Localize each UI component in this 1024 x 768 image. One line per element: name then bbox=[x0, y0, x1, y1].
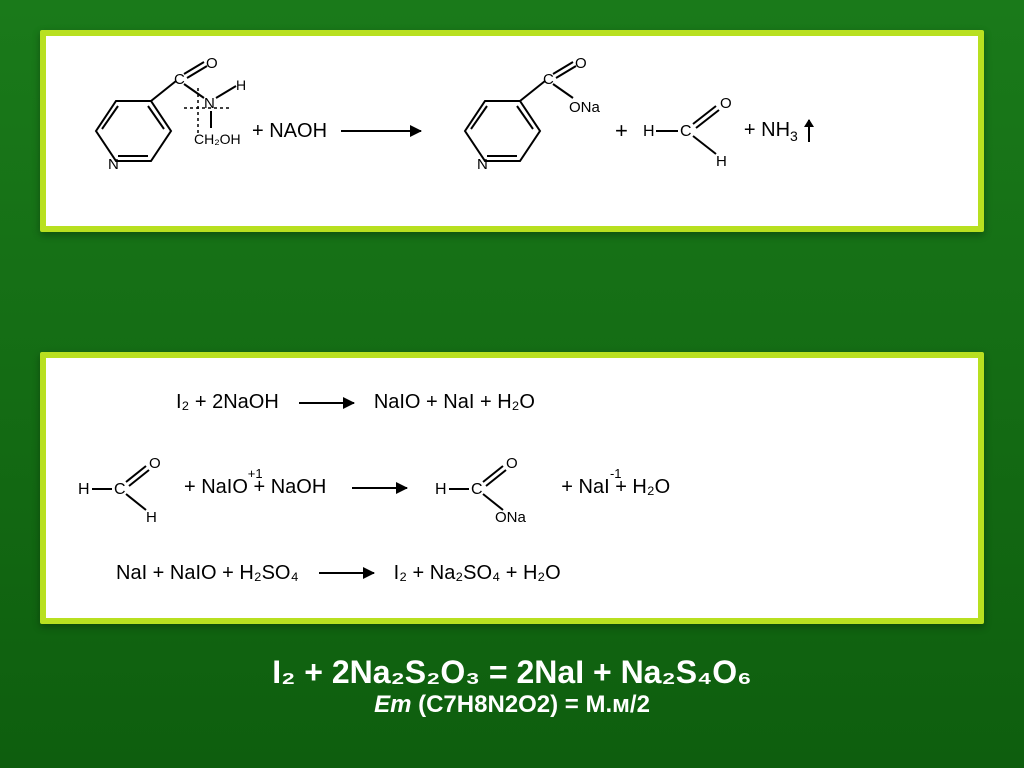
molecule-formaldehyde: H C O H bbox=[638, 86, 738, 176]
svg-text:H: H bbox=[146, 509, 157, 525]
svg-text:H: H bbox=[435, 481, 447, 498]
molecule-sodium-nicotinate: N C O ONa bbox=[435, 56, 605, 206]
svg-text:C: C bbox=[680, 123, 692, 140]
charge-minus1: -1 bbox=[610, 466, 622, 481]
plus-naoh-label: + NAOH bbox=[252, 120, 327, 143]
top-reaction-row: N C O N H bbox=[66, 56, 958, 206]
svg-text:ONa: ONa bbox=[569, 99, 601, 116]
bottom-eq-line2: Em (C7H8N2O2) = M.м/2 bbox=[40, 691, 984, 719]
svg-text:N: N bbox=[477, 156, 488, 173]
arrow-icon bbox=[341, 130, 421, 132]
svg-text:C: C bbox=[174, 71, 185, 88]
equation-row-3: NaI + NaIO + H₂SO₄ I₂ + Na₂SO₄ + H₂O bbox=[76, 562, 948, 585]
em-label: Em bbox=[374, 691, 411, 718]
bottom-eq-line1: I₂ + 2Na₂S₂O₃ = 2NaI + Na₂S₄O₆ bbox=[40, 654, 984, 691]
eq1-left: I₂ + 2NaOH bbox=[176, 391, 279, 414]
nh3-text: + NH bbox=[744, 119, 790, 141]
svg-text:C: C bbox=[114, 481, 126, 498]
arrow-icon bbox=[299, 402, 354, 404]
bottom-equation-block: I₂ + 2Na₂S₂O₃ = 2NaI + Na₂S₄O₆ Em (C7H8N… bbox=[40, 654, 984, 719]
plus-sign: + bbox=[615, 118, 628, 144]
svg-text:H: H bbox=[643, 123, 655, 140]
eq3-right: I₂ + Na₂SO₄ + H₂O bbox=[394, 562, 561, 585]
svg-text:N: N bbox=[204, 95, 215, 112]
svg-text:ONa: ONa bbox=[495, 509, 527, 525]
slide-root: N C O N H bbox=[0, 0, 1024, 768]
svg-text:O: O bbox=[720, 95, 732, 112]
gas-uparrow-icon bbox=[808, 120, 810, 142]
equation-row-2: H C O H +1 + NaIO + NaOH H bbox=[76, 450, 948, 525]
nh3-sub: 3 bbox=[790, 128, 798, 144]
plus-nh3-label: + NH3 bbox=[744, 119, 798, 144]
svg-text:O: O bbox=[206, 56, 218, 72]
reaction-panel-middle: I₂ + 2NaOH NaIO + NaI + H₂O H C O H bbox=[40, 352, 984, 624]
svg-text:O: O bbox=[506, 455, 518, 472]
em-rest: (C7H8N2O2) = M.м/2 bbox=[411, 691, 650, 718]
naio-naoh-label: +1 + NaIO + NaOH bbox=[184, 476, 326, 499]
eq3-left: NaI + NaIO + H₂SO₄ bbox=[116, 562, 299, 585]
svg-text:H: H bbox=[78, 481, 90, 498]
svg-text:O: O bbox=[149, 455, 161, 472]
svg-text:CH₂OH: CH₂OH bbox=[194, 131, 241, 147]
svg-text:N: N bbox=[108, 156, 119, 173]
molecule-hcoona-right: H C O ONa bbox=[433, 450, 543, 525]
molecule-nicotinamide-ch2oh: N C O N H bbox=[66, 56, 246, 206]
equation-row-1: I₂ + 2NaOH NaIO + NaI + H₂O bbox=[76, 391, 948, 414]
svg-text:O: O bbox=[575, 56, 587, 72]
svg-text:H: H bbox=[716, 153, 727, 170]
reaction-panel-top: N C O N H bbox=[40, 30, 984, 232]
eq1-right: NaIO + NaI + H₂O bbox=[374, 391, 535, 414]
charge-plus1: +1 bbox=[248, 466, 263, 481]
svg-text:H: H bbox=[236, 77, 246, 93]
arrow-icon bbox=[352, 487, 407, 489]
arrow-icon bbox=[319, 572, 374, 574]
svg-text:C: C bbox=[543, 71, 554, 88]
molecule-hcho-left: H C O H bbox=[76, 450, 166, 525]
nai-h2o-label: -1 + NaI + H₂O bbox=[561, 476, 670, 499]
svg-text:C: C bbox=[471, 481, 483, 498]
